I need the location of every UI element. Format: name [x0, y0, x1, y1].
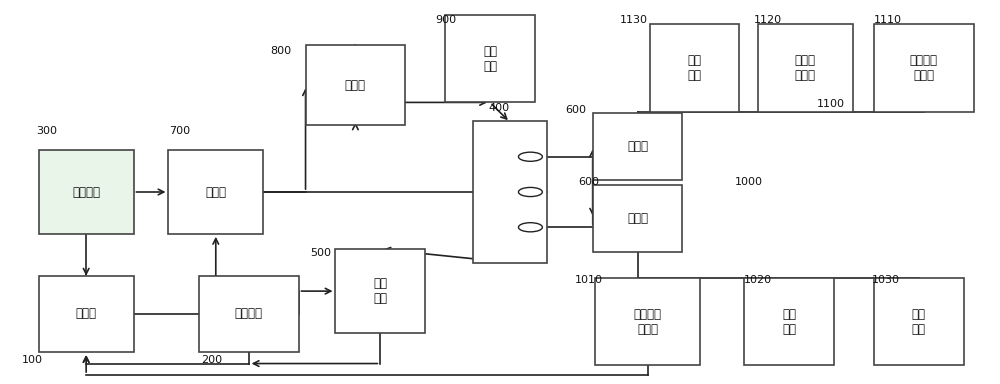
Text: 通话
系统: 通话 系统 — [687, 54, 701, 82]
Text: 断路器: 断路器 — [627, 140, 648, 153]
Text: 滤波器: 滤波器 — [345, 79, 366, 92]
Text: 1010: 1010 — [575, 275, 603, 285]
Bar — [445, 15, 535, 103]
Text: 800: 800 — [271, 46, 292, 56]
Bar — [595, 278, 700, 366]
Text: 900: 900 — [435, 15, 456, 25]
Text: 1110: 1110 — [874, 15, 902, 25]
Bar — [744, 278, 834, 366]
Bar — [199, 276, 299, 352]
Text: 100: 100 — [21, 355, 42, 365]
Text: 电动马达: 电动马达 — [235, 308, 263, 321]
Bar — [874, 24, 974, 112]
Bar — [39, 276, 134, 352]
Bar — [39, 150, 134, 234]
Text: 1130: 1130 — [620, 15, 648, 25]
Bar — [593, 113, 682, 180]
Text: 600: 600 — [565, 105, 586, 115]
Text: 频闪灯控
制系统: 频闪灯控 制系统 — [910, 54, 938, 82]
Text: 点火开关: 点火开关 — [72, 185, 100, 199]
Text: 断路器: 断路器 — [627, 212, 648, 225]
Text: 700: 700 — [169, 126, 190, 136]
Bar — [874, 278, 964, 366]
Bar — [473, 121, 547, 263]
Text: 整流器: 整流器 — [205, 185, 226, 199]
Text: 1120: 1120 — [754, 15, 782, 25]
Bar — [650, 24, 739, 112]
Text: 500: 500 — [311, 248, 332, 258]
Text: 定位
系统: 定位 系统 — [912, 308, 926, 336]
Text: 电控
开关: 电控 开关 — [373, 277, 387, 305]
Text: 舱门控
制系统: 舱门控 制系统 — [795, 54, 816, 82]
Text: 300: 300 — [36, 126, 57, 136]
Text: 发电机: 发电机 — [76, 308, 97, 321]
Text: 200: 200 — [201, 355, 222, 365]
Bar — [168, 150, 263, 234]
Text: 600: 600 — [578, 177, 599, 187]
Text: 仪表
系统: 仪表 系统 — [782, 308, 796, 336]
Bar — [593, 185, 682, 252]
Bar — [335, 249, 425, 333]
Text: 1000: 1000 — [734, 177, 762, 187]
Text: 1020: 1020 — [744, 275, 772, 285]
Bar — [306, 45, 405, 125]
Text: 发电机检
测系统: 发电机检 测系统 — [634, 308, 662, 336]
Text: 1100: 1100 — [817, 99, 845, 109]
Text: 1030: 1030 — [872, 275, 900, 285]
Text: 400: 400 — [488, 103, 509, 113]
Bar — [758, 24, 853, 112]
Text: 储能
装置: 储能 装置 — [483, 45, 497, 73]
